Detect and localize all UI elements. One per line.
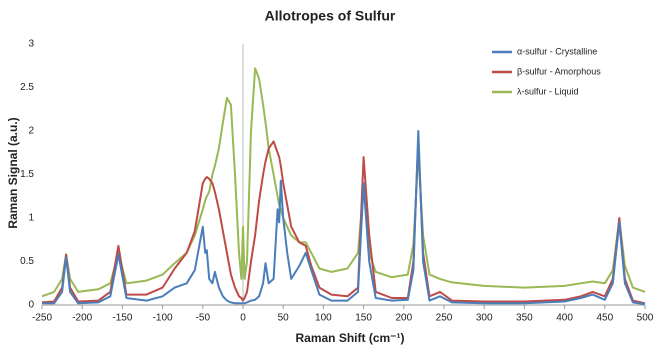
y-axis-label: Raman Signal (a.u.) [6, 117, 20, 228]
x-tick-label: -50 [196, 313, 211, 324]
y-tick-label: 2.5 [20, 82, 34, 93]
x-tick-label: 0 [240, 313, 246, 324]
chart-title: Allotropes of Sulfur [265, 8, 396, 24]
x-tick-label: 300 [476, 313, 493, 324]
y-tick-label: 0 [28, 300, 34, 311]
x-tick-label: -100 [153, 313, 173, 324]
y-tick-label: 3 [28, 39, 34, 50]
x-tick-label: 100 [315, 313, 332, 324]
x-tick-label: -250 [32, 313, 52, 324]
x-tick-label: 350 [516, 313, 533, 324]
y-tick-label: 2 [28, 126, 34, 137]
legend-label: λ-sulfur - Liquid [517, 86, 579, 96]
x-tick-label: 50 [278, 313, 290, 324]
x-tick-label: 250 [436, 313, 453, 324]
y-tick-label: 1.5 [20, 169, 34, 180]
x-tick-label: -200 [72, 313, 92, 324]
legend-label: α-sulfur - Crystalline [517, 46, 597, 56]
series-line [42, 130, 646, 306]
series-line [41, 67, 646, 298]
x-axis-label: Raman Shift (cm⁻¹) [295, 331, 404, 345]
x-tick-label: 150 [355, 313, 372, 324]
y-tick-label: 1 [28, 213, 34, 224]
series-line [41, 138, 646, 305]
x-tick-label: -150 [112, 313, 132, 324]
x-tick-label: 200 [395, 313, 412, 324]
x-tick-label: 400 [556, 313, 573, 324]
y-tick-label: 0.5 [20, 256, 34, 267]
legend-label: β-sulfur - Amorphous [517, 66, 601, 76]
x-tick-label: 500 [637, 313, 654, 324]
x-tick-label: 450 [596, 313, 613, 324]
